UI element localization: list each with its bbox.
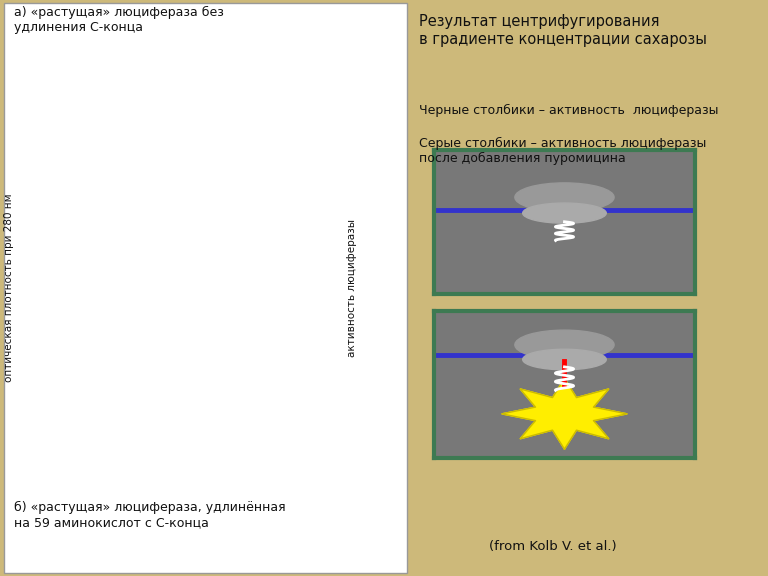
Bar: [212, 472, 221, 492]
Polygon shape: [502, 378, 627, 449]
Bar: [107, 487, 116, 492]
Bar: [120, 486, 129, 492]
Bar: [252, 490, 261, 492]
Bar: [212, 453, 221, 492]
Text: Черные столбики – активность  люциферазы: Черные столбики – активность люциферазы: [419, 104, 718, 117]
Bar: [199, 479, 208, 492]
Text: (from Kolb V. et al.): (from Kolb V. et al.): [489, 540, 617, 554]
Bar: [186, 484, 195, 492]
Bar: [212, 202, 221, 253]
Bar: [146, 233, 155, 253]
Bar: [173, 437, 182, 492]
X-axis label: номера фракций: номера фракций: [154, 279, 253, 289]
Bar: [238, 480, 247, 492]
Bar: [330, 395, 339, 492]
Bar: [252, 243, 261, 253]
Bar: [160, 439, 169, 492]
Bar: [94, 490, 103, 492]
Bar: [199, 220, 208, 253]
Text: 70S: 70S: [184, 323, 210, 336]
Bar: [133, 481, 142, 492]
Text: а) «растущая» люцифераза без
удлинения С-конца: а) «растущая» люцифераза без удлинения С…: [14, 6, 223, 34]
Text: Результат центрифугирования
в градиенте концентрации сахарозы: Результат центрифугирования в градиенте …: [419, 14, 707, 47]
Ellipse shape: [523, 349, 606, 370]
X-axis label: номера фракций: номера фракций: [154, 518, 253, 528]
Bar: [330, 207, 339, 253]
Text: оптическая плотность при 280 нм: оптическая плотность при 280 нм: [4, 194, 15, 382]
Bar: [173, 202, 182, 253]
Text: б) «растущая» люцифераза, удлинённая
на 59 аминокислот с С-конца: б) «растущая» люцифераза, удлинённая на …: [14, 501, 286, 529]
Bar: [238, 490, 247, 492]
Bar: [199, 425, 208, 492]
Bar: [225, 215, 234, 253]
Bar: [317, 243, 326, 253]
Text: б): б): [76, 296, 92, 310]
Text: 50S: 50S: [228, 112, 255, 126]
Text: 50S: 50S: [228, 351, 255, 365]
Bar: [173, 474, 182, 492]
Text: а): а): [76, 57, 92, 71]
Text: Серые столбики – активность люциферазы
после добавления пуромицина: Серые столбики – активность люциферазы п…: [419, 137, 706, 165]
Bar: [225, 458, 234, 492]
Bar: [186, 218, 195, 253]
Bar: [225, 486, 234, 492]
Bar: [317, 466, 326, 492]
Bar: [160, 225, 169, 253]
Bar: [186, 445, 195, 492]
Ellipse shape: [515, 330, 614, 359]
Bar: [146, 480, 155, 492]
Bar: [238, 238, 247, 253]
Ellipse shape: [523, 203, 606, 223]
Text: 70S: 70S: [184, 84, 210, 97]
Text: активность люциферазы: активность люциферазы: [346, 219, 357, 357]
Ellipse shape: [515, 183, 614, 211]
Bar: [265, 486, 274, 492]
Bar: [278, 487, 287, 492]
